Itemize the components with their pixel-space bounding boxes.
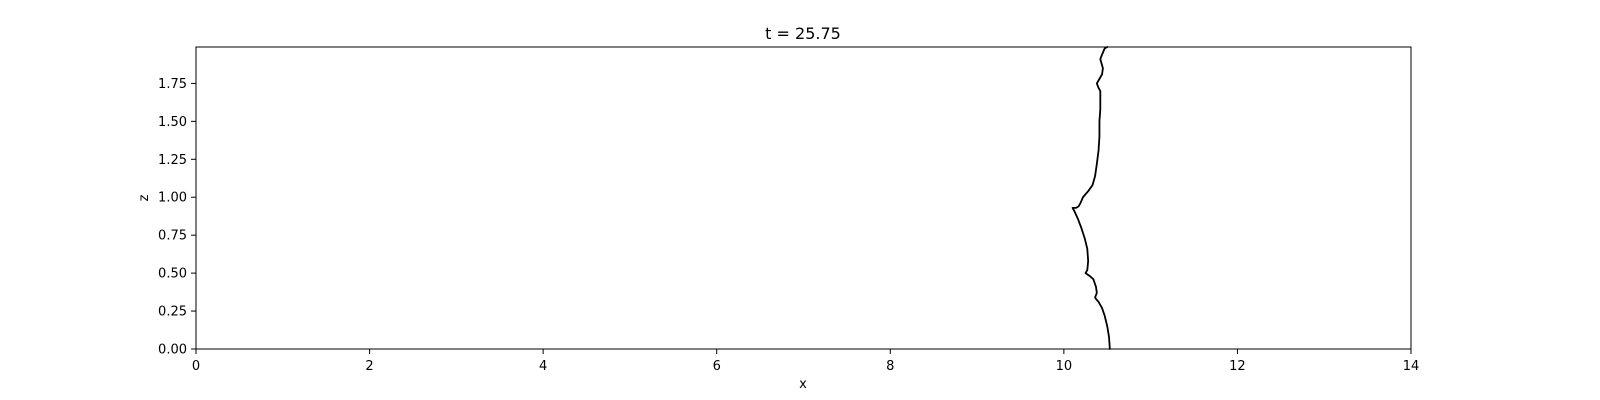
x-tick-label: 0 (192, 359, 200, 374)
x-tick-label: 14 (1403, 359, 1420, 374)
y-tick-label: 1.50 (158, 115, 187, 130)
y-tick-label: 0.00 (158, 343, 187, 358)
y-tick-label: 0.50 (158, 267, 187, 282)
y-axis-ticks: 0.00 0.25 0.50 0.75 1.00 1.25 1.50 1.75 (158, 77, 196, 358)
x-axis-ticks: 0 2 4 6 8 10 12 14 (192, 349, 1419, 374)
y-tick-label: 1.00 (158, 191, 187, 206)
x-tick-label: 2 (365, 359, 373, 374)
data-series-line (1071, 46, 1111, 350)
plot-frame (195, 46, 1412, 350)
x-tick-label: 10 (1056, 359, 1073, 374)
y-axis-label: z (137, 194, 152, 201)
x-tick-label: 4 (539, 359, 547, 374)
y-tick-label: 1.75 (158, 77, 187, 92)
x-axis-label: x (799, 377, 807, 392)
x-tick-label: 12 (1229, 359, 1246, 374)
chart-title: t = 25.75 (765, 24, 841, 43)
y-tick-label: 1.25 (158, 153, 187, 168)
x-tick-label: 6 (713, 359, 721, 374)
y-tick-label: 0.75 (158, 229, 187, 244)
x-tick-label: 8 (886, 359, 894, 374)
y-tick-label: 0.25 (158, 305, 187, 320)
